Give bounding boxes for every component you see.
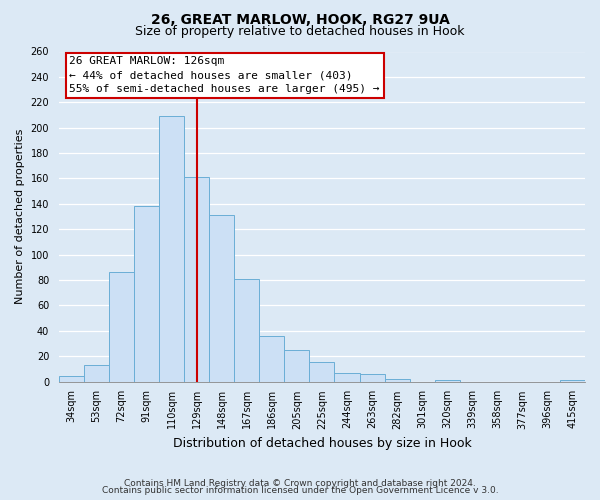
Text: 26 GREAT MARLOW: 126sqm
← 44% of detached houses are smaller (403)
55% of semi-d: 26 GREAT MARLOW: 126sqm ← 44% of detache… — [70, 56, 380, 94]
Y-axis label: Number of detached properties: Number of detached properties — [15, 129, 25, 304]
Text: Contains public sector information licensed under the Open Government Licence v : Contains public sector information licen… — [101, 486, 499, 495]
Bar — [109, 272, 134, 382]
Bar — [234, 278, 259, 382]
X-axis label: Distribution of detached houses by size in Hook: Distribution of detached houses by size … — [173, 437, 472, 450]
Bar — [59, 376, 84, 382]
Bar — [134, 206, 159, 382]
Bar — [284, 350, 310, 382]
Text: 26, GREAT MARLOW, HOOK, RG27 9UA: 26, GREAT MARLOW, HOOK, RG27 9UA — [151, 12, 449, 26]
Text: Size of property relative to detached houses in Hook: Size of property relative to detached ho… — [135, 25, 465, 38]
Bar — [259, 336, 284, 382]
Bar — [310, 362, 334, 382]
Text: Contains HM Land Registry data © Crown copyright and database right 2024.: Contains HM Land Registry data © Crown c… — [124, 478, 476, 488]
Bar — [334, 372, 359, 382]
Bar — [385, 379, 410, 382]
Bar — [159, 116, 184, 382]
Bar — [359, 374, 385, 382]
Bar — [209, 215, 234, 382]
Bar — [560, 380, 585, 382]
Bar — [84, 365, 109, 382]
Bar — [434, 380, 460, 382]
Bar — [184, 177, 209, 382]
